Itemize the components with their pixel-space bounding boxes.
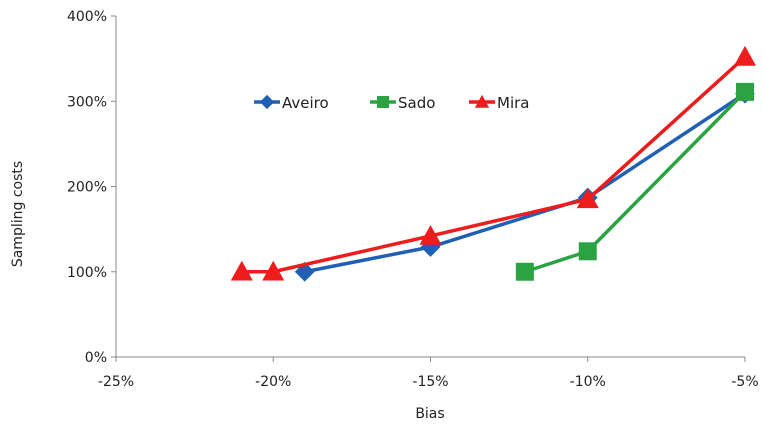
series-mira-point bbox=[419, 224, 442, 245]
series-mira-point bbox=[734, 45, 756, 66]
series-sado bbox=[515, 82, 754, 281]
series-mira bbox=[230, 45, 756, 281]
legend-label-sado: Sado bbox=[398, 94, 435, 112]
legend-swatch-marker bbox=[474, 94, 490, 108]
y-tick-label: 400% bbox=[67, 9, 107, 25]
series-mira-point bbox=[576, 188, 599, 209]
axes: 0% 100% 200% 300% 400% -25% -20% -15% -10% -5% bbox=[67, 9, 759, 390]
y-tick-label: 200% bbox=[67, 180, 107, 196]
series-aveiro-point bbox=[420, 237, 441, 257]
legend-label-aveiro: Aveiro bbox=[282, 94, 329, 112]
series-aveiro-line bbox=[304, 92, 746, 274]
y-axis-title: Sampling costs bbox=[10, 161, 26, 267]
series-layer bbox=[230, 45, 756, 282]
y-tick-label: 300% bbox=[67, 94, 107, 110]
legend-swatch-marker bbox=[377, 96, 389, 108]
series-aveiro-point bbox=[294, 261, 315, 282]
y-tick-label: 0% bbox=[85, 350, 107, 366]
series-mira-point bbox=[262, 260, 285, 281]
series-mira-line bbox=[241, 55, 747, 274]
y-tick-label: 100% bbox=[67, 265, 107, 281]
x-tick-label: -20% bbox=[255, 374, 291, 390]
legend: Aveiro Sado Mira bbox=[254, 94, 529, 112]
series-mira-point bbox=[230, 260, 253, 281]
legend-item-aveiro: Aveiro bbox=[254, 94, 329, 112]
series-sado-point bbox=[578, 242, 597, 261]
x-tick-label: -10% bbox=[570, 374, 606, 390]
x-tick-label: -25% bbox=[98, 374, 134, 390]
legend-swatch-marker bbox=[259, 94, 275, 110]
legend-item-sado: Sado bbox=[370, 94, 435, 112]
series-sado-line bbox=[524, 90, 747, 274]
series-sado-point bbox=[736, 82, 754, 101]
x-tick-label: -5% bbox=[731, 374, 758, 390]
series-sado-point bbox=[515, 262, 534, 281]
x-tick-label: -15% bbox=[412, 374, 448, 390]
legend-label-mira: Mira bbox=[497, 94, 529, 112]
legend-item-mira: Mira bbox=[469, 94, 529, 112]
x-axis-title: Bias bbox=[415, 406, 444, 422]
